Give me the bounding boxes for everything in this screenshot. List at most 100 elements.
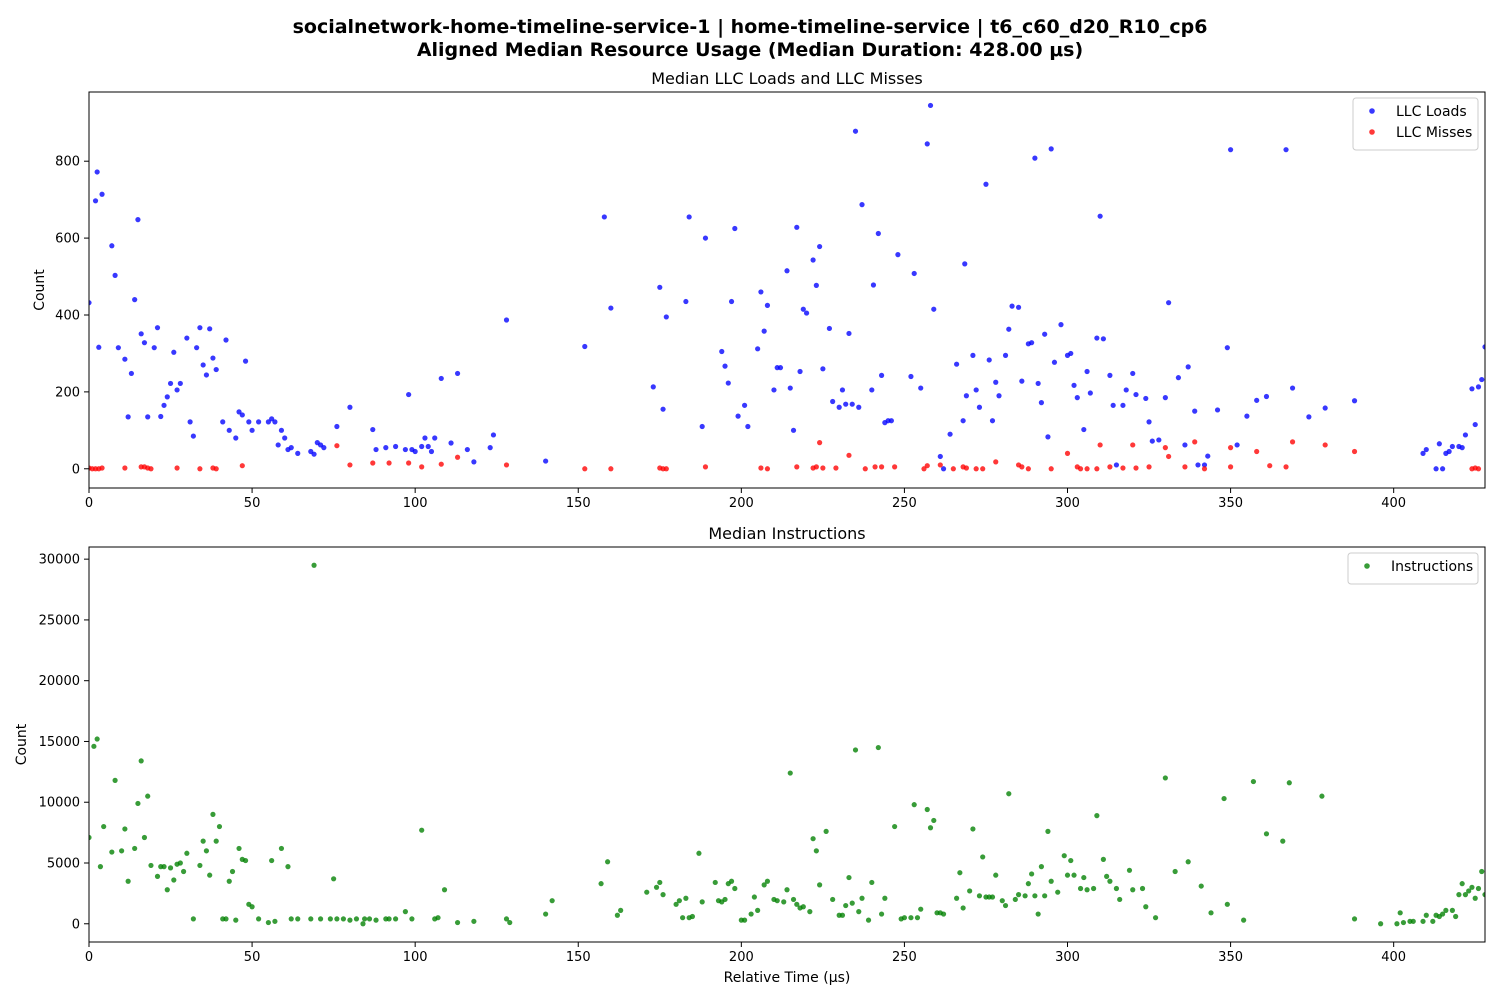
llc-misses-point bbox=[1254, 448, 1260, 455]
instructions-point bbox=[1466, 888, 1472, 894]
llc-misses-point bbox=[1120, 465, 1126, 471]
instructions-point bbox=[145, 793, 151, 799]
llc-loads-point bbox=[203, 372, 210, 378]
llc-misses-point bbox=[702, 464, 709, 470]
y-axis-label: Count bbox=[14, 723, 30, 765]
llc-loads-point bbox=[924, 141, 930, 147]
x-axis-label: Relative Time (μs) bbox=[724, 970, 851, 986]
llc-loads-point bbox=[249, 427, 255, 433]
instructions-point bbox=[1443, 907, 1449, 914]
llc-loads-point bbox=[275, 442, 281, 448]
instructions-point bbox=[1139, 885, 1146, 892]
llc-loads-point bbox=[962, 261, 968, 267]
legend-label: LLC Loads bbox=[1396, 104, 1467, 120]
llc-loads-point bbox=[657, 284, 663, 290]
llc-loads-point bbox=[940, 466, 947, 472]
llc-misses-point bbox=[148, 466, 154, 472]
llc-loads-point bbox=[803, 310, 810, 316]
x-tick-label: 100 bbox=[403, 950, 428, 965]
instructions-point bbox=[1045, 828, 1051, 835]
llc-misses-point bbox=[347, 462, 353, 468]
llc-misses-point bbox=[334, 443, 340, 449]
instructions-point bbox=[1456, 892, 1462, 898]
instructions-point bbox=[644, 889, 650, 895]
instructions-point bbox=[940, 911, 947, 917]
llc-loads-point bbox=[745, 423, 751, 430]
instructions-point bbox=[1064, 872, 1071, 878]
instructions-point bbox=[543, 911, 549, 917]
instructions-point bbox=[288, 916, 294, 922]
instructions-point bbox=[1410, 918, 1416, 924]
llc-loads-point bbox=[164, 394, 170, 400]
instructions-point bbox=[109, 849, 115, 855]
llc-loads-point bbox=[976, 404, 983, 410]
instructions-point bbox=[334, 916, 340, 922]
x-tick-label: 400 bbox=[1381, 496, 1406, 511]
llc-loads-point bbox=[246, 419, 252, 425]
instructions-point bbox=[213, 838, 219, 844]
llc-misses-point bbox=[813, 464, 819, 470]
instructions-point bbox=[161, 864, 167, 870]
llc-loads-point bbox=[989, 418, 996, 424]
llc-misses-point bbox=[1025, 466, 1031, 472]
llc-loads-point bbox=[790, 427, 797, 433]
instructions-point bbox=[1032, 893, 1038, 899]
llc-loads-point bbox=[650, 384, 656, 390]
x-tick-label: 50 bbox=[244, 950, 261, 965]
instructions-point bbox=[177, 860, 183, 866]
llc-loads-point bbox=[1254, 397, 1260, 403]
llc-misses-point bbox=[892, 464, 898, 470]
llc-loads-point bbox=[1019, 378, 1025, 384]
y-tick-label: 400 bbox=[55, 308, 80, 323]
llc-loads-point bbox=[1100, 336, 1106, 342]
llc-loads-point bbox=[295, 450, 301, 456]
llc-loads-point bbox=[236, 409, 242, 415]
llc-loads-point bbox=[663, 314, 669, 320]
llc-loads-point bbox=[132, 297, 138, 303]
instructions-point bbox=[317, 916, 324, 922]
instructions-point bbox=[911, 802, 917, 808]
llc-misses-point bbox=[1166, 453, 1172, 460]
llc-loads-point bbox=[937, 453, 943, 460]
instructions-point bbox=[882, 895, 888, 901]
legend-label: LLC Misses bbox=[1396, 125, 1472, 141]
instructions-point bbox=[683, 895, 689, 901]
instructions-point bbox=[967, 888, 973, 894]
instructions-point bbox=[360, 921, 366, 927]
llc-loads-point bbox=[954, 361, 960, 367]
llc-loads-point bbox=[1058, 322, 1064, 328]
instructions-point bbox=[657, 879, 663, 886]
instructions-point bbox=[1250, 778, 1257, 785]
llc-loads-point bbox=[869, 387, 875, 393]
llc-loads-point bbox=[1234, 442, 1240, 448]
llc-misses-point bbox=[197, 466, 203, 472]
llc-loads-point bbox=[138, 331, 144, 337]
llc-loads-point bbox=[1439, 466, 1446, 472]
llc-loads-point bbox=[194, 345, 200, 351]
llc-misses-point bbox=[406, 460, 412, 466]
instructions-point bbox=[1002, 902, 1009, 909]
llc-loads-point bbox=[996, 393, 1002, 399]
llc-loads-point bbox=[177, 380, 183, 387]
llc-loads-point bbox=[927, 102, 934, 109]
instructions-point bbox=[680, 915, 686, 921]
instructions-point bbox=[927, 825, 934, 831]
llc-loads-point bbox=[154, 325, 161, 331]
llc-loads-point bbox=[856, 404, 862, 410]
instructions-point bbox=[696, 850, 702, 856]
llc-loads-point bbox=[813, 282, 819, 288]
llc-loads-point bbox=[1469, 386, 1475, 392]
llc-misses-point bbox=[833, 465, 839, 471]
instructions-point bbox=[441, 887, 448, 893]
llc-loads-point bbox=[1048, 146, 1054, 152]
instructions-point bbox=[203, 848, 210, 854]
legend-marker bbox=[1369, 108, 1375, 114]
llc-loads-point bbox=[820, 366, 826, 372]
instructions-point bbox=[960, 905, 966, 911]
llc-loads-point bbox=[265, 419, 271, 425]
instructions-point bbox=[1162, 775, 1168, 781]
llc-loads-point bbox=[1423, 446, 1429, 453]
instructions-point bbox=[1038, 864, 1045, 870]
instructions-point bbox=[849, 900, 855, 906]
x-tick-label: 150 bbox=[566, 950, 591, 965]
